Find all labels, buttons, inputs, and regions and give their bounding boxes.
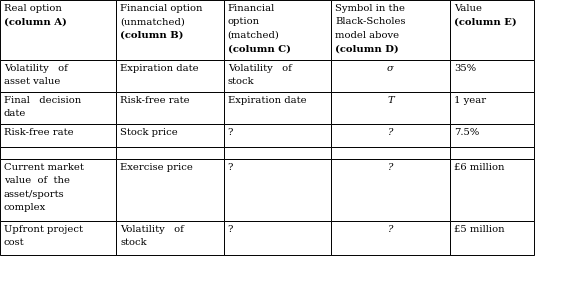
Text: (column E): (column E) — [454, 17, 517, 26]
Text: Black-Scholes: Black-Scholes — [335, 17, 406, 26]
Text: (column A): (column A) — [4, 17, 67, 26]
Text: Financial: Financial — [228, 4, 275, 13]
Text: value  of  the: value of the — [4, 176, 70, 185]
Bar — [450, 147, 534, 159]
Text: Expiration date: Expiration date — [120, 64, 199, 73]
Text: (matched): (matched) — [228, 31, 279, 40]
Text: σ: σ — [387, 64, 394, 73]
Bar — [224, 147, 331, 159]
Text: stock: stock — [228, 77, 254, 86]
Bar — [116, 60, 224, 92]
Text: Stock price: Stock price — [120, 128, 178, 137]
Text: Exercise price: Exercise price — [120, 163, 193, 172]
Text: ?: ? — [388, 225, 393, 234]
Text: Volatility   of: Volatility of — [4, 64, 68, 73]
Bar — [116, 0, 224, 60]
Bar — [0, 0, 116, 60]
Bar — [331, 221, 450, 255]
Bar — [116, 124, 224, 147]
Text: Risk-free rate: Risk-free rate — [120, 96, 190, 105]
Bar — [331, 60, 450, 92]
Text: ?: ? — [388, 128, 393, 137]
Text: stock: stock — [120, 238, 147, 247]
Text: Volatility   of: Volatility of — [228, 64, 292, 73]
Bar — [0, 221, 116, 255]
Bar — [331, 159, 450, 221]
Text: (column B): (column B) — [120, 31, 184, 40]
Text: £6 million: £6 million — [454, 163, 505, 172]
Text: ?: ? — [388, 163, 393, 172]
Text: 1 year: 1 year — [454, 96, 487, 105]
Text: complex: complex — [4, 203, 46, 213]
Text: 35%: 35% — [454, 64, 477, 73]
Text: ?: ? — [228, 163, 233, 172]
Bar — [224, 0, 331, 60]
Text: Upfront project: Upfront project — [4, 225, 83, 234]
Bar — [0, 147, 116, 159]
Bar — [0, 124, 116, 147]
Text: T: T — [387, 96, 394, 105]
Bar — [331, 124, 450, 147]
Bar — [0, 159, 116, 221]
Text: ?: ? — [228, 128, 233, 137]
Text: Risk-free rate: Risk-free rate — [4, 128, 73, 137]
Text: ?: ? — [228, 225, 233, 234]
Bar — [331, 0, 450, 60]
Bar — [116, 147, 224, 159]
Bar — [450, 159, 534, 221]
Text: (column C): (column C) — [228, 45, 291, 54]
Text: Volatility   of: Volatility of — [120, 225, 184, 234]
Text: 7.5%: 7.5% — [454, 128, 480, 137]
Text: Current market: Current market — [4, 163, 84, 172]
Bar — [331, 92, 450, 124]
Bar — [224, 159, 331, 221]
Bar — [116, 221, 224, 255]
Text: (unmatched): (unmatched) — [120, 17, 185, 26]
Bar — [450, 92, 534, 124]
Bar — [224, 124, 331, 147]
Text: date: date — [4, 109, 26, 118]
Text: asset value: asset value — [4, 77, 60, 86]
Bar — [450, 221, 534, 255]
Text: £5 million: £5 million — [454, 225, 505, 234]
Bar — [0, 92, 116, 124]
Text: Value: Value — [454, 4, 483, 13]
Text: (column D): (column D) — [335, 45, 399, 54]
Bar — [116, 92, 224, 124]
Bar — [224, 221, 331, 255]
Text: Final   decision: Final decision — [4, 96, 81, 105]
Text: Real option: Real option — [4, 4, 62, 13]
Text: model above: model above — [335, 31, 399, 40]
Text: Financial option: Financial option — [120, 4, 203, 13]
Bar — [331, 147, 450, 159]
Text: cost: cost — [4, 238, 25, 247]
Bar — [116, 159, 224, 221]
Text: Symbol in the: Symbol in the — [335, 4, 405, 13]
Text: asset/sports: asset/sports — [4, 190, 65, 199]
Bar — [450, 0, 534, 60]
Text: Expiration date: Expiration date — [228, 96, 306, 105]
Bar — [224, 92, 331, 124]
Bar — [224, 60, 331, 92]
Bar — [450, 60, 534, 92]
Text: option: option — [228, 17, 260, 26]
Bar — [450, 124, 534, 147]
Bar — [0, 60, 116, 92]
